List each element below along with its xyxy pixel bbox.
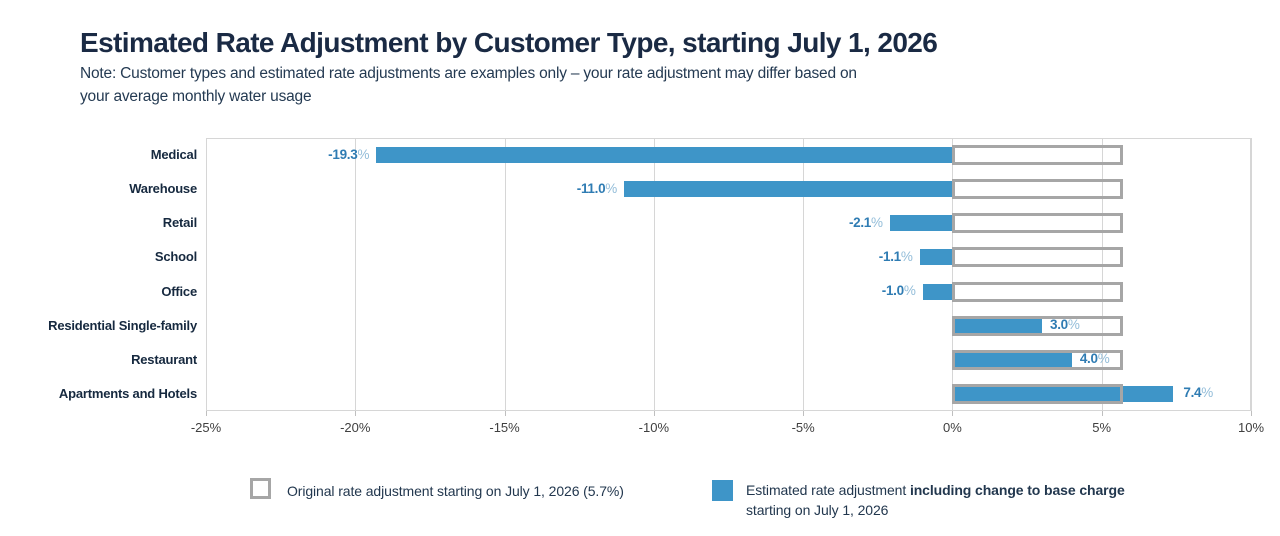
bar-original-outline [952, 213, 1123, 234]
chart-note-line2: your average monthly water usage [80, 88, 312, 105]
chart-title: Estimated Rate Adjustment by Customer Ty… [80, 27, 938, 58]
plot-border [206, 138, 1251, 411]
bar-value-number: 3.0 [1050, 317, 1068, 333]
category-label: School [154, 249, 197, 265]
bar-original-outline [952, 145, 1123, 166]
gridline [355, 138, 357, 411]
legend-original-label: Original rate adjustment starting on Jul… [287, 483, 624, 499]
bar-value-number: -2.1 [848, 214, 871, 230]
bar-value-label: 7.4% [1183, 385, 1213, 400]
bar-value-percent-sign: % [1067, 317, 1080, 333]
legend-estimated-prefix: Estimated rate adjustment [746, 482, 910, 498]
bar-value-label: -11.0% [534, 180, 618, 196]
gridline [803, 138, 805, 411]
category-label: Retail [162, 215, 197, 231]
x-tick-label: -25% [190, 420, 222, 435]
axis-tick-mark [206, 411, 207, 416]
bar-value-percent-sign: % [605, 180, 617, 196]
axis-tick-mark [653, 411, 655, 416]
bar-original-outline [952, 383, 1123, 404]
bar-value-number: -1.0 [881, 283, 904, 299]
bar-original-outline [952, 247, 1123, 268]
bar-estimated [624, 181, 953, 198]
x-tick-label: 5% [1092, 420, 1112, 435]
axis-tick-mark [803, 411, 805, 416]
bar-value-number: -11.0 [576, 180, 606, 196]
x-tick-label: -5% [791, 420, 815, 435]
bar-value-number: -19.3 [328, 146, 358, 162]
bar-value-percent-sign: % [903, 283, 916, 299]
gridline [1251, 138, 1252, 411]
bar-value-label: -2.1% [800, 215, 883, 230]
bar-value-label: 3.0% [1050, 317, 1080, 332]
x-tick-label: -10% [638, 420, 670, 435]
bar-value-percent-sign: % [871, 214, 883, 230]
category-label: Medical [150, 147, 197, 163]
bar-value-percent-sign: % [357, 146, 370, 162]
bar-value-label: -19.3% [286, 147, 369, 162]
gridline [1101, 138, 1103, 411]
bar-estimated [952, 385, 1174, 402]
axis-tick-mark [952, 411, 954, 416]
bar-value-percent-sign: % [1201, 385, 1213, 401]
category-label: Office [161, 283, 197, 299]
bar-value-percent-sign: % [900, 248, 913, 264]
chart-note-line1: Note: Customer types and estimated rate … [80, 65, 857, 82]
x-tick-label: -20% [340, 420, 371, 435]
category-label: Apartments and Hotels [58, 385, 197, 401]
bar-original-outline [952, 281, 1123, 302]
legend-estimated-label: Estimated rate adjustment including chan… [746, 480, 1186, 520]
legend-estimated-swatch-icon [712, 480, 733, 501]
axis-tick-mark [355, 411, 357, 416]
bar-value-label: -1.1% [830, 249, 913, 264]
legend-estimated-line2: starting on July 1, 2026 [746, 502, 889, 518]
bar-value-percent-sign: % [1097, 351, 1110, 367]
axis-tick-mark [504, 411, 506, 416]
gridline [653, 138, 655, 411]
bar-value-number: 4.0 [1079, 351, 1098, 367]
legend-estimated-bold: including change to base charge [909, 482, 1125, 498]
axis-tick-mark [1101, 411, 1103, 416]
category-label: Restaurant [131, 351, 197, 367]
chart-note: Note: Customer types and estimated rate … [80, 62, 857, 108]
bar-original-outline [952, 179, 1123, 200]
bar-value-number: 7.4 [1183, 385, 1202, 401]
bar-value-number: -1.1 [878, 248, 901, 264]
bar-original-outline [952, 349, 1123, 370]
bar-estimated [922, 283, 953, 300]
category-label: Warehouse [129, 181, 197, 197]
legend-original-swatch-icon [250, 478, 271, 499]
bar-original-outline [952, 315, 1123, 336]
bar-estimated [919, 249, 953, 266]
gridline [504, 138, 506, 411]
x-tick-label: 0% [943, 420, 962, 435]
bar-estimated [955, 352, 1072, 367]
bar-value-label: -1.0% [833, 283, 916, 298]
gridline [952, 138, 954, 411]
x-tick-label: 10% [1237, 420, 1265, 435]
bar-estimated [376, 147, 953, 164]
bar-value-label: 4.0% [1080, 351, 1110, 366]
category-label: Residential Single-family [48, 317, 197, 333]
bar-estimated [955, 318, 1042, 333]
bar-estimated [889, 215, 953, 232]
x-tick-label: -15% [489, 420, 520, 435]
axis-tick-mark [1251, 411, 1252, 416]
